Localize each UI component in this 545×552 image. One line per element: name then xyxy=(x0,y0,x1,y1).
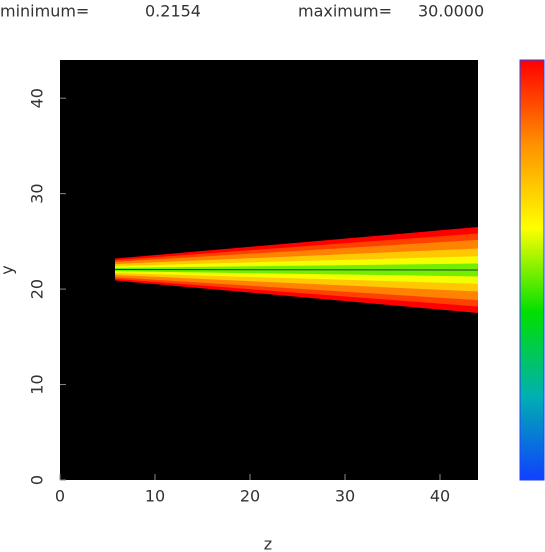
x-axis-label: z xyxy=(264,535,272,552)
x-tick-label: 0 xyxy=(55,487,65,506)
colorbar xyxy=(519,59,545,481)
y-tick-label: 40 xyxy=(28,88,47,108)
max-value: 30.0000 xyxy=(418,2,484,21)
y-tick-label: 20 xyxy=(28,279,47,299)
max-label: maximum= xyxy=(298,2,392,21)
y-tick-label: 0 xyxy=(28,475,47,485)
x-tick-label: 30 xyxy=(335,487,355,506)
min-value: 0.2154 xyxy=(145,2,201,21)
x-tick-label: 20 xyxy=(240,487,260,506)
min-label: minimum= xyxy=(0,2,89,21)
y-axis-label: y xyxy=(0,265,17,274)
y-tick-label: 10 xyxy=(28,374,47,394)
x-tick-label: 40 xyxy=(430,487,450,506)
x-tick-label: 10 xyxy=(145,487,165,506)
y-tick-label: 30 xyxy=(28,183,47,203)
